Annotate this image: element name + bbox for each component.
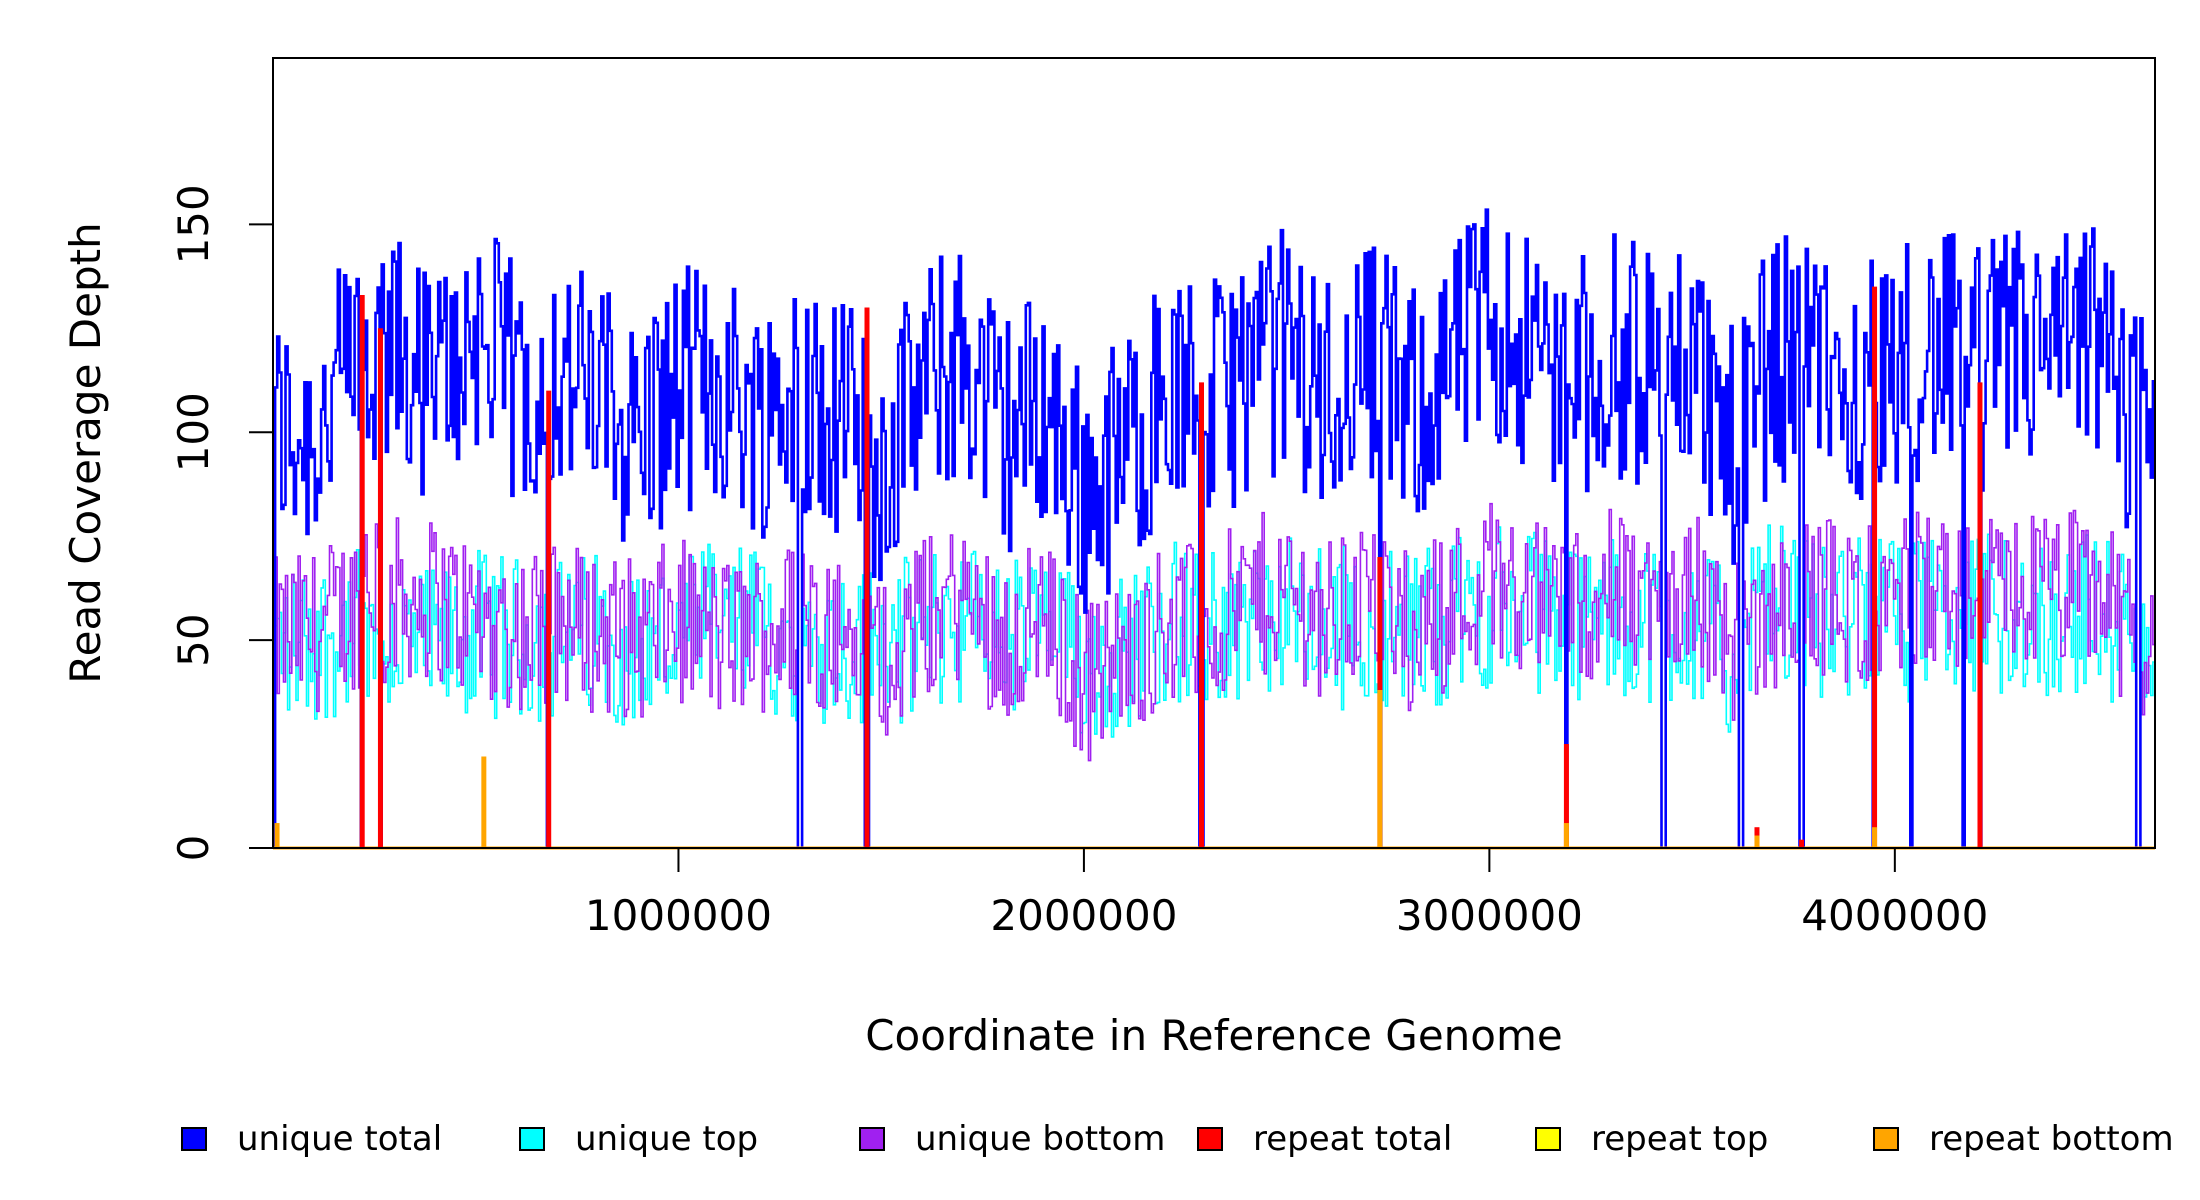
legend-label-unique-top: unique top bbox=[575, 1119, 758, 1159]
legend-swatch-repeat-bottom bbox=[1873, 1127, 1899, 1151]
legend-swatch-repeat-top bbox=[1535, 1127, 1561, 1151]
unique-top-trace bbox=[273, 524, 2155, 849]
plot-frame bbox=[272, 57, 2156, 849]
unique-bottom-trace bbox=[273, 502, 2155, 849]
x-tick-label: 3000000 bbox=[1396, 891, 1583, 940]
legend-label-repeat-top: repeat top bbox=[1591, 1119, 1768, 1159]
legend-label-repeat-bottom: repeat bottom bbox=[1929, 1119, 2174, 1159]
series-points bbox=[274, 286, 1983, 848]
y-tick-label: 100 bbox=[169, 392, 218, 472]
x-tick-label: 2000000 bbox=[990, 891, 1177, 940]
axes: 1000000 2000000 3000000 4000000 0 50 100 150 bbox=[169, 184, 1988, 940]
x-tick-label: 4000000 bbox=[1801, 891, 1988, 940]
y-axis-title: Read Coverage Depth bbox=[61, 222, 110, 683]
legend-swatch-unique-total bbox=[181, 1127, 207, 1151]
x-tick-label: 1000000 bbox=[585, 891, 772, 940]
y-tick-label: 0 bbox=[169, 835, 218, 862]
y-tick-label: 50 bbox=[169, 613, 218, 666]
legend: unique total unique top unique bottom repea… bbox=[181, 1119, 2174, 1159]
unique-total-trace bbox=[273, 208, 2155, 850]
legend-swatch-repeat-total bbox=[1197, 1127, 1223, 1151]
x-axis-title: Coordinate in Reference Genome bbox=[865, 1011, 1563, 1060]
legend-swatch-unique-bottom bbox=[859, 1127, 885, 1151]
y-tick-label: 150 bbox=[169, 184, 218, 264]
legend-label-unique-total: unique total bbox=[237, 1119, 442, 1159]
legend-label-unique-bottom: unique bottom bbox=[915, 1119, 1165, 1159]
legend-label-repeat-total: repeat total bbox=[1253, 1119, 1452, 1159]
legend-swatch-unique-top bbox=[519, 1127, 545, 1151]
